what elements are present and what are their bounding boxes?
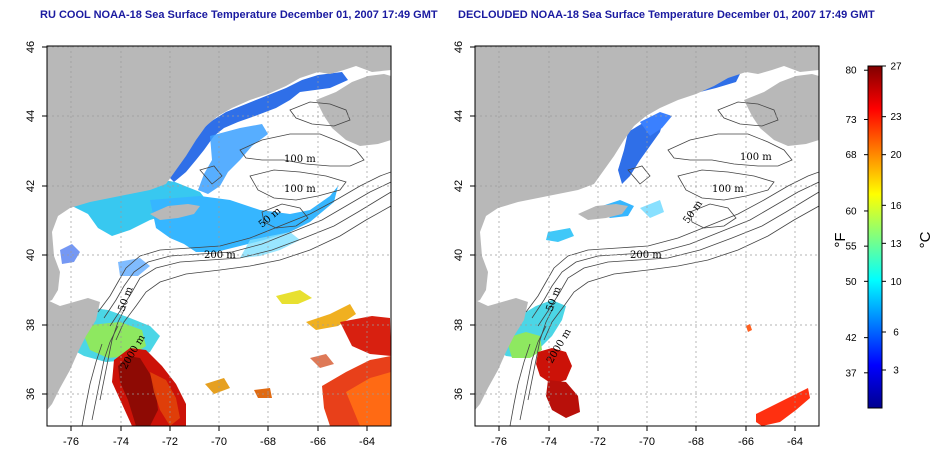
- colorbar-fahrenheit-tick: 73: [845, 115, 857, 126]
- colorbar-fahrenheit-tick: 68: [845, 150, 857, 161]
- colorbar-celsius-tick: 13: [890, 239, 902, 250]
- left-y-tick: 46: [25, 41, 37, 53]
- left-grid: [47, 46, 391, 426]
- celsius-unit-label: °C: [917, 231, 934, 248]
- left-x-tick: -68: [260, 436, 276, 448]
- right-land-south: [475, 298, 528, 410]
- left-contour-label-200m: 200 m: [204, 250, 236, 261]
- colorbar-celsius-tick: 20: [890, 150, 902, 161]
- left-contour-label-100m-a: 100 m: [284, 154, 316, 165]
- left-land-north: [47, 46, 391, 302]
- left-land-novascotia: [316, 74, 391, 146]
- colorbar-fahrenheit-tick: 60: [845, 206, 857, 217]
- colorbar-fahrenheit-tick: 55: [845, 242, 857, 253]
- left-x-tick: -70: [211, 436, 227, 448]
- left-y-tick: 42: [25, 180, 37, 192]
- left-land-south: [47, 298, 100, 410]
- right-x-tick: -66: [738, 436, 754, 448]
- right-x-tick: -72: [590, 436, 606, 448]
- right-grid: [475, 46, 819, 426]
- right-contour-label-200m: 200 m: [630, 250, 662, 261]
- colorbar-celsius-tick: 16: [890, 201, 902, 212]
- right-x-tick: -64: [787, 436, 803, 448]
- right-land-longisland: [578, 204, 628, 220]
- colorbar: [867, 65, 883, 409]
- colorbar-celsius-tick: 27: [890, 62, 902, 73]
- right-y-tick: 42: [453, 180, 465, 192]
- right-x-tick: -70: [639, 436, 655, 448]
- right-contour-label-100m-a: 100 m: [740, 152, 772, 163]
- colorbar-fahrenheit-tick: 50: [845, 277, 857, 288]
- colorbar-fahrenheit-tick: 80: [845, 66, 857, 77]
- left-y-tick: 38: [25, 319, 37, 331]
- left-land-longisland: [150, 204, 200, 220]
- left-contour-label-100m-b: 100 m: [284, 184, 316, 195]
- right-y-tick: 44: [453, 110, 465, 122]
- colorbar-celsius-tick: 10: [890, 277, 902, 288]
- right-x-tick: -68: [688, 436, 704, 448]
- left-x-tick: -72: [162, 436, 178, 448]
- right-y-tick: 40: [453, 249, 465, 261]
- left-x-tick: -76: [63, 436, 79, 448]
- left-y-tick: 36: [25, 388, 37, 400]
- right-land-north: [475, 46, 819, 302]
- right-y-tick: 38: [453, 319, 465, 331]
- left-map-title: RU COOL NOAA-18 Sea Surface Temperature …: [40, 9, 438, 21]
- left-x-tick: -74: [113, 436, 129, 448]
- right-x-tick: -74: [541, 436, 557, 448]
- fahrenheit-unit-label: °F: [832, 232, 849, 247]
- right-y-tick: 36: [453, 388, 465, 400]
- left-x-tick: -64: [359, 436, 375, 448]
- colorbar-celsius-tick: 23: [890, 112, 902, 123]
- left-y-tick: 40: [25, 249, 37, 261]
- right-x-tick: -76: [491, 436, 507, 448]
- left-y-tick: 44: [25, 110, 37, 122]
- colorbar-celsius-tick: 6: [893, 328, 899, 339]
- right-map-title: DECLOUDED NOAA-18 Sea Surface Temperatur…: [458, 9, 875, 21]
- colorbar-celsius-tick: 3: [893, 366, 899, 377]
- right-land-novascotia: [744, 74, 819, 146]
- right-contour-label-100m-b: 100 m: [712, 184, 744, 195]
- colorbar-fahrenheit-tick: 37: [845, 368, 857, 379]
- colorbar-fahrenheit-tick: 42: [845, 333, 857, 344]
- right-y-tick: 46: [453, 41, 465, 53]
- left-x-tick: -66: [310, 436, 326, 448]
